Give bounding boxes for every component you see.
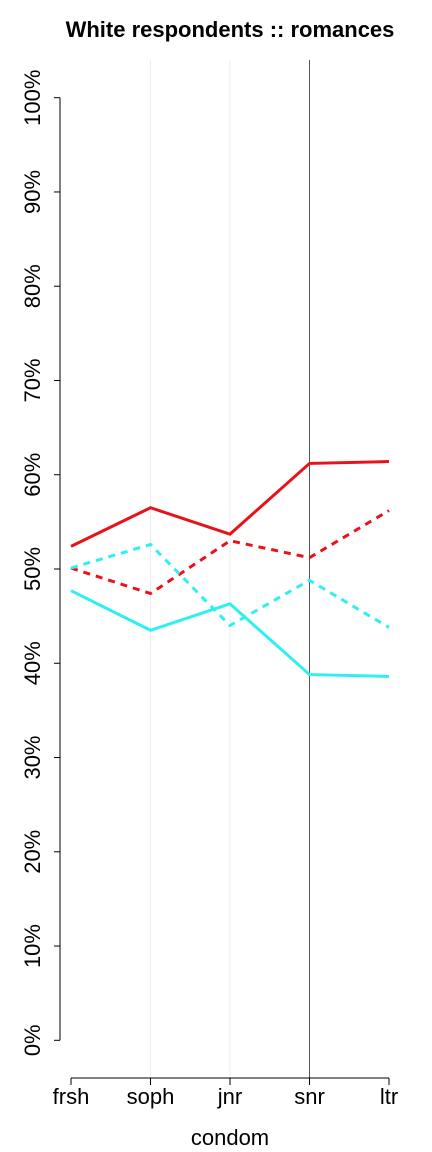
chart-title: White respondents :: romances (66, 17, 395, 42)
y-tick-label: 30% (20, 735, 45, 779)
series-line (70, 460, 390, 548)
y-tick-label: 70% (20, 358, 45, 402)
y-tick-label: 90% (20, 170, 45, 214)
x-axis-label: condom (191, 1125, 269, 1150)
y-tick-label: 0% (20, 1024, 45, 1056)
y-tick-label: 10% (20, 924, 45, 968)
x-tick-label: ltr (380, 1084, 398, 1109)
y-tick-label: 60% (20, 453, 45, 497)
series-line (70, 542, 390, 629)
series-line (70, 589, 390, 678)
x-tick-label: jnr (217, 1084, 242, 1109)
series-line (70, 509, 390, 596)
x-tick-label: soph (127, 1084, 175, 1109)
x-tick-label: snr (294, 1084, 325, 1109)
x-tick-label: frsh (53, 1084, 90, 1109)
y-tick-label: 40% (20, 641, 45, 685)
y-tick-label: 20% (20, 830, 45, 874)
y-tick-label: 100% (20, 70, 45, 126)
y-tick-label: 50% (20, 547, 45, 591)
y-tick-label: 80% (20, 264, 45, 308)
